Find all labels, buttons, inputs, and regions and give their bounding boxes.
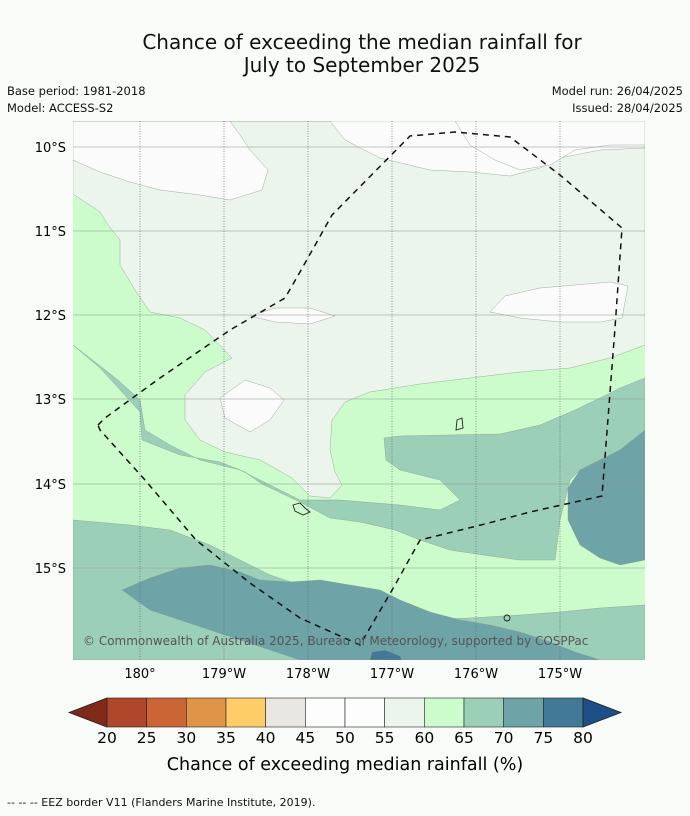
colorbar-tick-label: 50 xyxy=(335,729,355,747)
colorbar-tick-label: 20 xyxy=(97,729,117,747)
island-3 xyxy=(503,614,511,622)
lon-tick-label: 179°W xyxy=(202,667,246,682)
region-45-55-east xyxy=(489,281,629,323)
colorbar-segment xyxy=(265,697,306,728)
colorbar-segment xyxy=(384,697,425,728)
longitude-labels: 180° 179°W 178°W 177°W 176°W 175°W xyxy=(124,667,582,682)
region-45-55-north-center xyxy=(454,121,645,171)
copyright-text: © Commonwealth of Australia 2025, Bureau… xyxy=(83,634,588,648)
lon-tick-label: 175°W xyxy=(538,667,582,682)
island-1 xyxy=(455,417,464,431)
colorbar-segment xyxy=(503,697,544,728)
base-period-text: Base period: 1981-2018 xyxy=(7,84,146,98)
title-line-1: Chance of exceeding the median rainfall … xyxy=(142,30,582,54)
colorbar-tick-label: 80 xyxy=(573,729,593,747)
colorbar-tick-label: 40 xyxy=(256,729,276,747)
colorbar-segment xyxy=(424,697,465,728)
title-line-2: July to September 2025 xyxy=(243,53,481,77)
map-area: © Commonwealth of Australia 2025, Bureau… xyxy=(73,121,645,660)
colorbar-segment xyxy=(543,697,584,728)
region-75-80 xyxy=(369,649,403,660)
map-title: Chance of exceeding the median rainfall … xyxy=(0,31,690,77)
lon-tick-label: 178°W xyxy=(286,667,330,682)
meta-right: Model run: 26/04/2025 Issued: 28/04/2025 xyxy=(552,83,683,117)
colorbar-tick-label: 60 xyxy=(414,729,434,747)
colorbar-tick-label: 45 xyxy=(295,729,315,747)
lat-tick-label: 10°S xyxy=(35,141,66,156)
colorbar-tick-label: 75 xyxy=(533,729,553,747)
island-2 xyxy=(292,502,311,516)
meta-left: Base period: 1981-2018 Model: ACCESS-S2 xyxy=(7,83,146,117)
colorbar-segment xyxy=(463,697,504,728)
latitude-labels: 10°S 11°S 12°S 13°S 14°S 15°S xyxy=(35,141,66,577)
model-run-text: Model run: 26/04/2025 xyxy=(551,84,683,98)
lat-tick-label: 11°S xyxy=(35,225,66,240)
region-45-55-center xyxy=(219,379,285,433)
colorbar-tick-labels: 20 25 30 35 40 45 50 55 60 65 70 75 80 xyxy=(97,729,593,747)
lat-tick-label: 13°S xyxy=(35,393,66,408)
colorbar-segment xyxy=(344,697,385,728)
lon-tick-label: 177°W xyxy=(370,667,414,682)
colorbar-tick-label: 25 xyxy=(137,729,157,747)
colorbar-tick-label: 35 xyxy=(216,729,236,747)
lat-tick-label: 14°S xyxy=(35,478,66,493)
colorbar-segment xyxy=(305,697,346,728)
lat-tick-label: 12°S xyxy=(35,309,66,324)
colorbar xyxy=(67,697,623,728)
colorbar-tick-label: 55 xyxy=(375,729,395,747)
issued-text: Issued: 28/04/2025 xyxy=(572,101,683,115)
colorbar-segment xyxy=(106,697,147,728)
colorbar-segment xyxy=(186,697,227,728)
colorbar-extend-low xyxy=(67,697,108,728)
region-45-55-strip xyxy=(249,307,336,325)
colorbar-tick-label: 70 xyxy=(494,729,514,747)
colorbar-segment xyxy=(146,697,187,728)
colorbar-extend-high xyxy=(582,697,623,728)
colorbar-tick-label: 65 xyxy=(454,729,474,747)
lon-tick-label: 176°W xyxy=(454,667,498,682)
gridlines xyxy=(73,121,645,660)
lat-tick-label: 15°S xyxy=(35,562,66,577)
model-text: Model: ACCESS-S2 xyxy=(7,101,114,115)
colorbar-segment xyxy=(225,697,266,728)
footer-note: -- -- -- EEZ border V11 (Flanders Marine… xyxy=(7,796,316,809)
colorbar-title: Chance of exceeding median rainfall (%) xyxy=(167,755,523,775)
region-55-60 xyxy=(73,121,645,499)
region-70-75 xyxy=(121,429,645,660)
lon-tick-label: 180° xyxy=(124,667,155,682)
colorbar-tick-label: 30 xyxy=(176,729,196,747)
